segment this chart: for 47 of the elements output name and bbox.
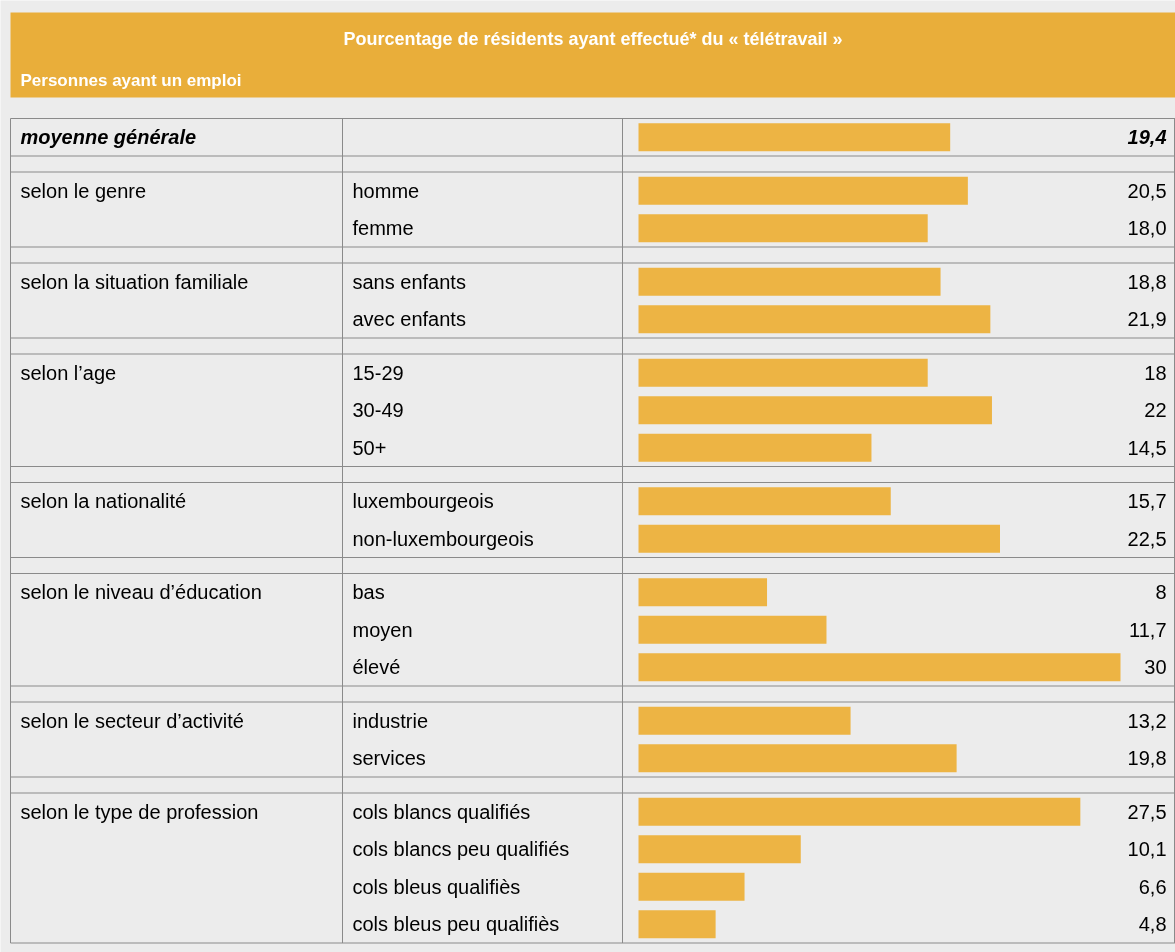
text: Personnes ayant un emploi — [20, 71, 242, 90]
data-label: 18,0 — [1127, 217, 1167, 240]
data-label: 30 — [1144, 656, 1167, 679]
data-label: 19,4 — [1127, 126, 1167, 149]
y-tick-label: avec enfants — [352, 308, 466, 331]
text: selon le niveau d’éducation — [20, 581, 262, 604]
data-label: 13,2 — [1127, 709, 1167, 732]
data-label: 21,9 — [1127, 308, 1167, 331]
data-label: 18 — [1144, 361, 1167, 384]
text: selon le secteur d’activité — [20, 709, 244, 732]
text: selon le type de profession — [20, 800, 259, 823]
y-tick-label: services — [352, 747, 426, 770]
y-tick-label: industrie — [352, 709, 429, 732]
text: selon l’age — [20, 361, 117, 384]
y-tick-label: cols blancs peu qualifiés — [352, 838, 570, 861]
data-label: 11,7 — [1129, 618, 1167, 641]
data-label: 22,5 — [1127, 527, 1167, 550]
y-tick-label: bas — [352, 581, 385, 604]
y-tick-label: non-luxembourgeois — [352, 527, 534, 550]
data-label: 22 — [1144, 399, 1167, 422]
y-tick-label: homme — [352, 179, 420, 202]
y-tick-label: moyen — [352, 618, 413, 641]
y-tick-label: 30-49 — [352, 399, 404, 422]
data-label: 18,8 — [1127, 270, 1167, 293]
y-tick-label: cols blancs qualifiés — [352, 800, 531, 823]
data-label: 14,5 — [1127, 436, 1167, 459]
y-tick-label: sans enfants — [352, 270, 466, 293]
y-tick-label: élevé — [352, 656, 401, 679]
y-tick-label: cols bleus peu qualifiès — [352, 913, 560, 936]
text: selon la situation familiale — [20, 270, 249, 293]
y-tick-label: 50+ — [352, 436, 387, 459]
y-tick-label: luxembourgeois — [352, 490, 494, 513]
text: selon la nationalité — [20, 490, 187, 513]
data-label: 4,8 — [1138, 913, 1167, 936]
data-label: 10,1 — [1127, 838, 1167, 861]
text: selon le genre — [20, 179, 147, 202]
data-label: 27,5 — [1127, 800, 1167, 823]
chart-title: Pourcentage de résidents ayant effectué* du « télétravail » — [343, 28, 843, 49]
data-label: 20,5 — [1127, 179, 1167, 202]
data-label: 15,7 — [1127, 490, 1167, 513]
data-label: 19,8 — [1127, 747, 1167, 770]
data-label: 8 — [1155, 581, 1167, 604]
y-tick-label: femme — [352, 217, 414, 240]
data-label: 6,6 — [1138, 875, 1167, 898]
y-tick-label: cols bleus qualifiès — [352, 875, 521, 898]
text: moyenne générale — [20, 126, 197, 149]
y-tick-label: 15-29 — [352, 361, 404, 384]
